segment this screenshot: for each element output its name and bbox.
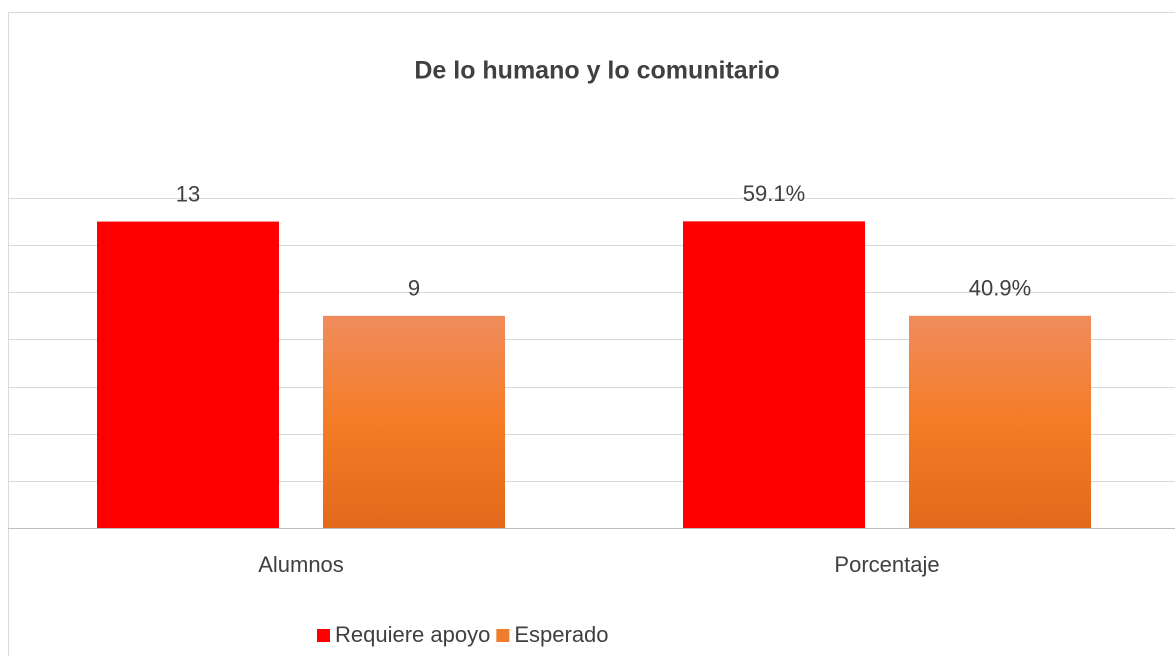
data-label: 59.1%	[743, 181, 805, 206]
data-label: 40.9%	[969, 276, 1031, 301]
legend-label: Requiere apoyo	[335, 622, 490, 647]
data-label: 13	[176, 181, 200, 206]
x-tick-label: Alumnos	[258, 552, 344, 577]
data-label: 9	[408, 276, 420, 301]
bar	[97, 221, 279, 529]
bar	[909, 315, 1091, 528]
bar	[683, 221, 865, 528]
chart-title: De lo humano y lo comunitario	[414, 57, 779, 85]
legend-swatch	[317, 629, 330, 642]
legend-label: Esperado	[514, 622, 608, 647]
x-tick-label: Porcentaje	[834, 552, 939, 577]
legend-swatch	[496, 629, 510, 642]
bar	[323, 315, 505, 528]
